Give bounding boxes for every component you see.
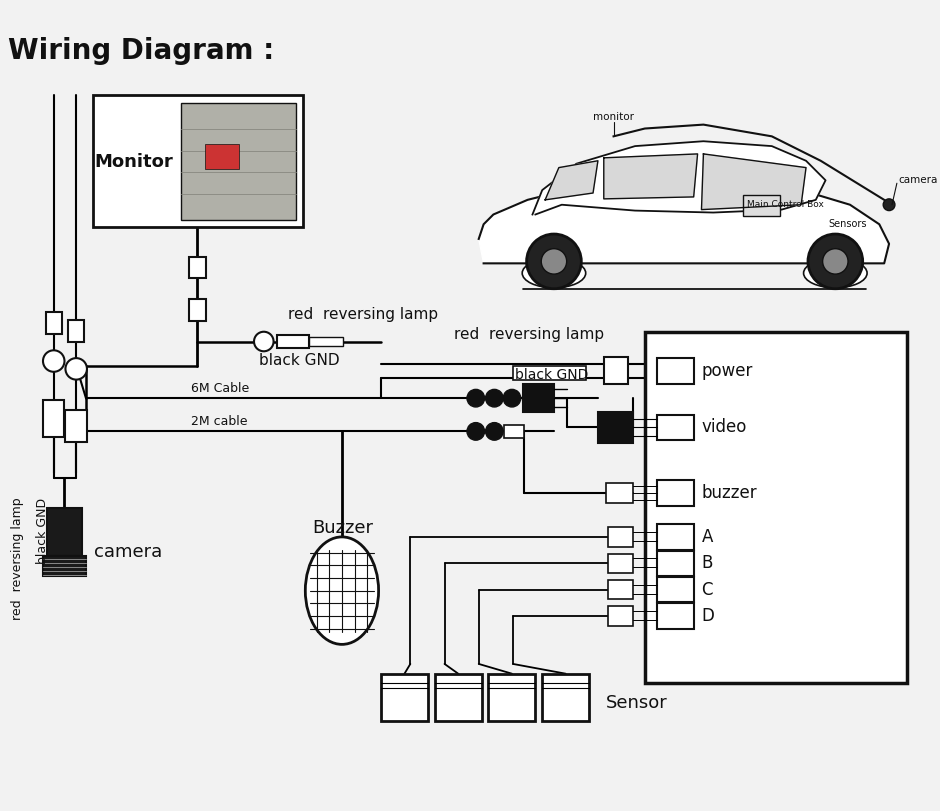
Bar [381,674,428,721]
Bar [69,320,84,341]
Bar [46,312,61,333]
Text: 2M cable: 2M cable [191,415,247,428]
Bar [66,410,87,442]
Bar [523,384,554,412]
Bar [542,674,589,721]
Bar [513,366,587,380]
Circle shape [254,332,274,351]
Text: buzzer: buzzer [701,484,757,502]
Circle shape [541,249,567,274]
Bar [645,332,907,684]
Text: Buzzer: Buzzer [313,519,373,537]
Text: red  reversing lamp: red reversing lamp [289,307,438,322]
Bar [205,144,240,169]
Bar [656,358,694,384]
Bar [603,357,628,384]
Text: 6M Cable: 6M Cable [191,382,249,395]
Bar [189,256,206,278]
Bar [489,674,536,721]
Text: camera: camera [899,175,938,185]
Text: monitor: monitor [593,112,634,122]
Bar [607,554,634,573]
Bar [605,483,634,503]
Polygon shape [532,141,825,214]
Bar [598,412,634,443]
Ellipse shape [804,259,867,288]
Bar [607,580,634,599]
Bar [43,556,86,576]
Ellipse shape [523,259,586,288]
Bar [47,508,82,556]
Text: black GND: black GND [515,367,588,382]
Text: red  reversing lamp: red reversing lamp [454,327,604,341]
Bar [277,335,308,349]
Text: Monitor: Monitor [95,152,173,171]
Circle shape [486,389,503,407]
Bar [189,299,206,321]
Bar [308,337,343,346]
Bar [656,414,694,440]
Bar [180,103,296,221]
Text: A: A [701,528,713,546]
Bar [93,96,303,227]
Bar [656,603,694,629]
Text: Wiring Diagram :: Wiring Diagram : [8,36,274,65]
Text: red  reversing lamp: red reversing lamp [11,498,24,620]
Bar [743,195,779,217]
Bar [504,424,524,438]
Circle shape [66,358,87,380]
Text: B: B [701,554,713,573]
Polygon shape [603,154,697,199]
Text: C: C [701,581,713,599]
Bar [656,577,694,603]
Ellipse shape [306,537,379,645]
Text: Sensors: Sensors [828,220,867,230]
Text: video: video [701,418,747,436]
Text: power: power [701,362,753,380]
Text: camera: camera [94,543,162,560]
Circle shape [526,234,581,289]
Text: D: D [701,607,714,625]
Text: black GND: black GND [258,354,339,368]
Circle shape [884,199,895,211]
Bar [656,524,694,550]
Bar [435,674,481,721]
Circle shape [808,234,863,289]
Circle shape [503,389,521,407]
Bar [607,527,634,547]
Bar [607,607,634,626]
Bar [656,480,694,505]
Polygon shape [478,180,889,264]
Bar [656,551,694,576]
Circle shape [467,389,485,407]
Circle shape [43,350,65,371]
Polygon shape [545,161,598,200]
Bar [43,400,65,437]
Text: Main Control Box: Main Control Box [747,200,824,209]
Polygon shape [701,154,806,209]
Circle shape [822,249,848,274]
Text: black GND: black GND [36,498,49,564]
Circle shape [467,423,485,440]
Text: Sensor: Sensor [605,694,667,712]
Circle shape [486,423,503,440]
